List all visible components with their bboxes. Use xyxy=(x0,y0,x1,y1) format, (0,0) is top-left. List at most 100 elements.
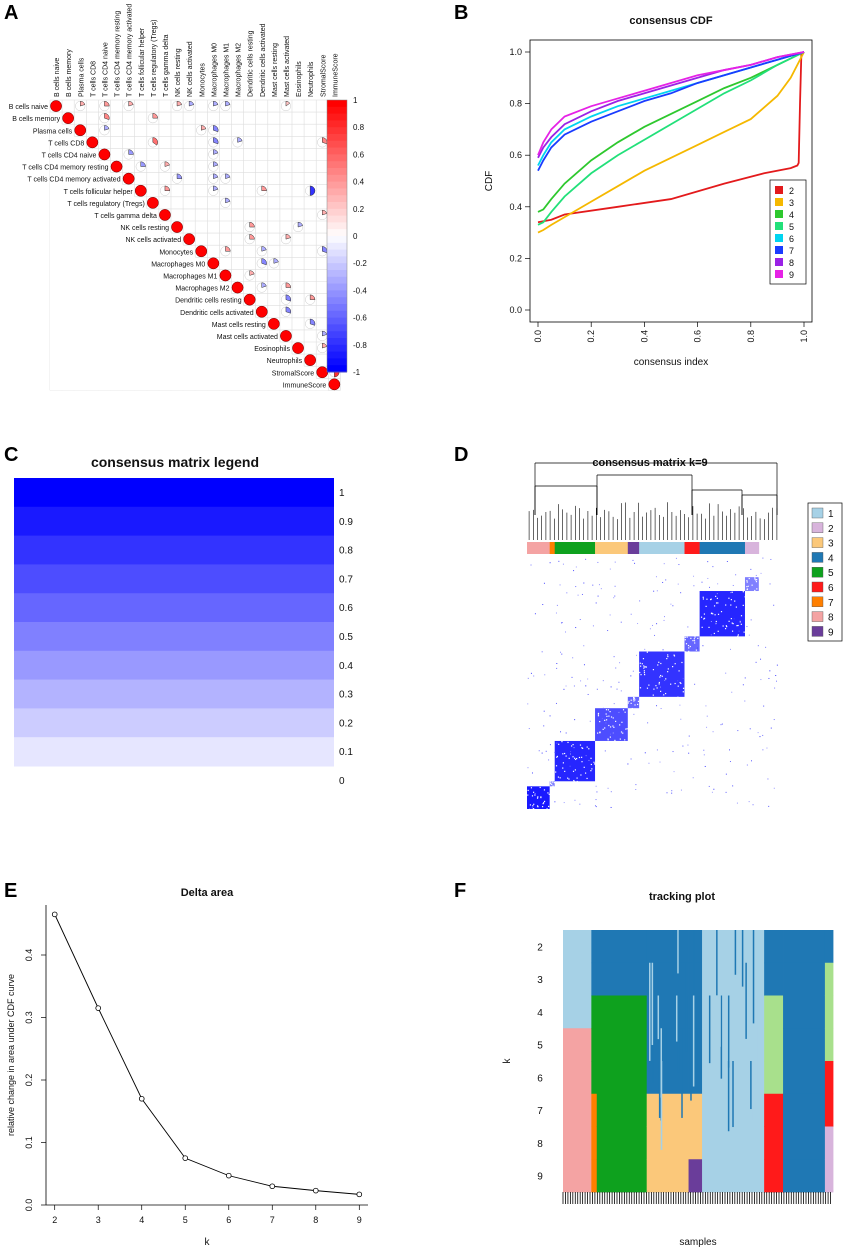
block-noise xyxy=(605,713,607,715)
block-noise xyxy=(609,736,611,738)
block-noise xyxy=(639,687,642,689)
matrix-noise xyxy=(602,707,604,709)
block-noise xyxy=(725,625,727,627)
block-noise xyxy=(574,758,577,761)
col-label-8: T cells regulatory (Tregs) xyxy=(151,20,158,97)
legend-label-6: 6 xyxy=(828,583,834,594)
colorbar-segment xyxy=(327,106,347,115)
x-tick-label-3: 0.6 xyxy=(693,330,703,343)
block-noise xyxy=(710,598,712,600)
block-noise xyxy=(532,805,534,807)
correlation-pie xyxy=(249,270,255,276)
block-noise xyxy=(550,781,552,783)
matrix-noise xyxy=(596,791,598,793)
tracking-cell xyxy=(563,1028,592,1062)
block-noise xyxy=(533,808,535,810)
block-noise xyxy=(527,794,529,796)
block-noise xyxy=(746,580,748,582)
block-noise xyxy=(548,805,550,808)
tracking-cell xyxy=(764,1061,784,1095)
matrix-noise xyxy=(656,623,658,625)
matrix-noise xyxy=(671,790,673,792)
row-label-5: 5 xyxy=(537,1041,543,1052)
chart-title: consensus matrix legend xyxy=(91,454,259,470)
matrix-noise xyxy=(703,749,705,751)
x-tick-label-4: 6 xyxy=(226,1215,231,1225)
delta-point-1 xyxy=(95,1005,102,1011)
consensus-block-8 xyxy=(527,786,550,809)
correlation-pie xyxy=(164,185,171,191)
colorbar-segment xyxy=(327,195,347,203)
matrix-noise xyxy=(656,590,658,592)
matrix-noise xyxy=(598,584,600,586)
correlation-pie xyxy=(322,246,328,254)
block-noise xyxy=(619,724,621,726)
matrix-noise xyxy=(710,634,712,636)
tracking-streak xyxy=(730,1061,732,1126)
block-noise xyxy=(622,709,625,711)
block-noise xyxy=(576,780,578,783)
matrix-noise xyxy=(737,730,739,732)
diagonal-dot-18 xyxy=(268,318,280,330)
block-noise xyxy=(645,666,648,668)
block-noise xyxy=(687,644,690,647)
block-noise xyxy=(529,804,532,806)
cluster-bar-1 xyxy=(639,542,685,554)
block-noise xyxy=(543,802,545,804)
block-noise xyxy=(688,647,690,649)
matrix-noise xyxy=(561,622,563,624)
x-axis-label: samples xyxy=(679,1237,716,1248)
matrix-noise xyxy=(561,653,563,655)
block-noise xyxy=(546,808,548,810)
legend-level-9: 0.1 xyxy=(339,747,353,758)
block-noise xyxy=(540,796,542,798)
colorbar-segment xyxy=(327,181,347,189)
colorbar-segment xyxy=(327,317,347,325)
row-label-7: 7 xyxy=(537,1106,543,1117)
matrix-noise xyxy=(663,619,665,621)
x-axis-label: consensus index xyxy=(634,357,709,368)
x-tick-label-5: 7 xyxy=(270,1215,275,1225)
tracking-cell xyxy=(563,1159,592,1193)
block-noise xyxy=(588,748,590,750)
colorbar-segment xyxy=(327,344,347,353)
diagonal-dot-5 xyxy=(110,160,123,173)
tracking-cell xyxy=(591,1126,598,1160)
block-noise xyxy=(634,704,636,706)
block-noise xyxy=(534,794,536,796)
matrix-noise xyxy=(588,759,590,761)
matrix-noise xyxy=(706,715,708,717)
block-noise xyxy=(740,623,742,625)
matrix-noise xyxy=(656,705,658,707)
x-tick-label-5: 1.0 xyxy=(799,330,809,343)
matrix-noise xyxy=(728,749,730,751)
tracking-cell xyxy=(824,1061,834,1095)
correlation-pie xyxy=(285,234,291,240)
tracking-streak xyxy=(695,1028,698,1072)
diagonal-dot-19 xyxy=(280,330,292,342)
matrix-noise xyxy=(604,750,606,752)
panel-e-delta-area: Delta area 2 3 4 5 6 7 8 9 0.0 0.1 0.2 0.3 0.4 k relati… xyxy=(6,887,368,1248)
block-noise xyxy=(679,681,681,684)
matrix-noise xyxy=(527,677,529,679)
block-noise xyxy=(715,602,718,604)
matrix-noise xyxy=(762,557,764,559)
block-noise xyxy=(754,577,756,579)
tracking-cell xyxy=(702,1028,765,1062)
block-noise xyxy=(562,753,564,755)
matrix-noise xyxy=(776,664,778,666)
block-noise xyxy=(688,651,691,653)
matrix-noise xyxy=(573,747,575,749)
tracking-streak xyxy=(734,930,737,975)
matrix-noise xyxy=(693,575,695,577)
block-noise xyxy=(667,654,669,656)
block-noise xyxy=(657,664,659,666)
matrix-noise xyxy=(663,563,665,565)
matrix-noise xyxy=(763,705,765,707)
tracking-cell xyxy=(591,1061,598,1095)
block-noise xyxy=(686,636,688,638)
block-noise xyxy=(672,666,674,668)
diagonal-dot-12 xyxy=(195,245,208,258)
block-noise xyxy=(653,688,655,690)
matrix-noise xyxy=(548,759,550,761)
